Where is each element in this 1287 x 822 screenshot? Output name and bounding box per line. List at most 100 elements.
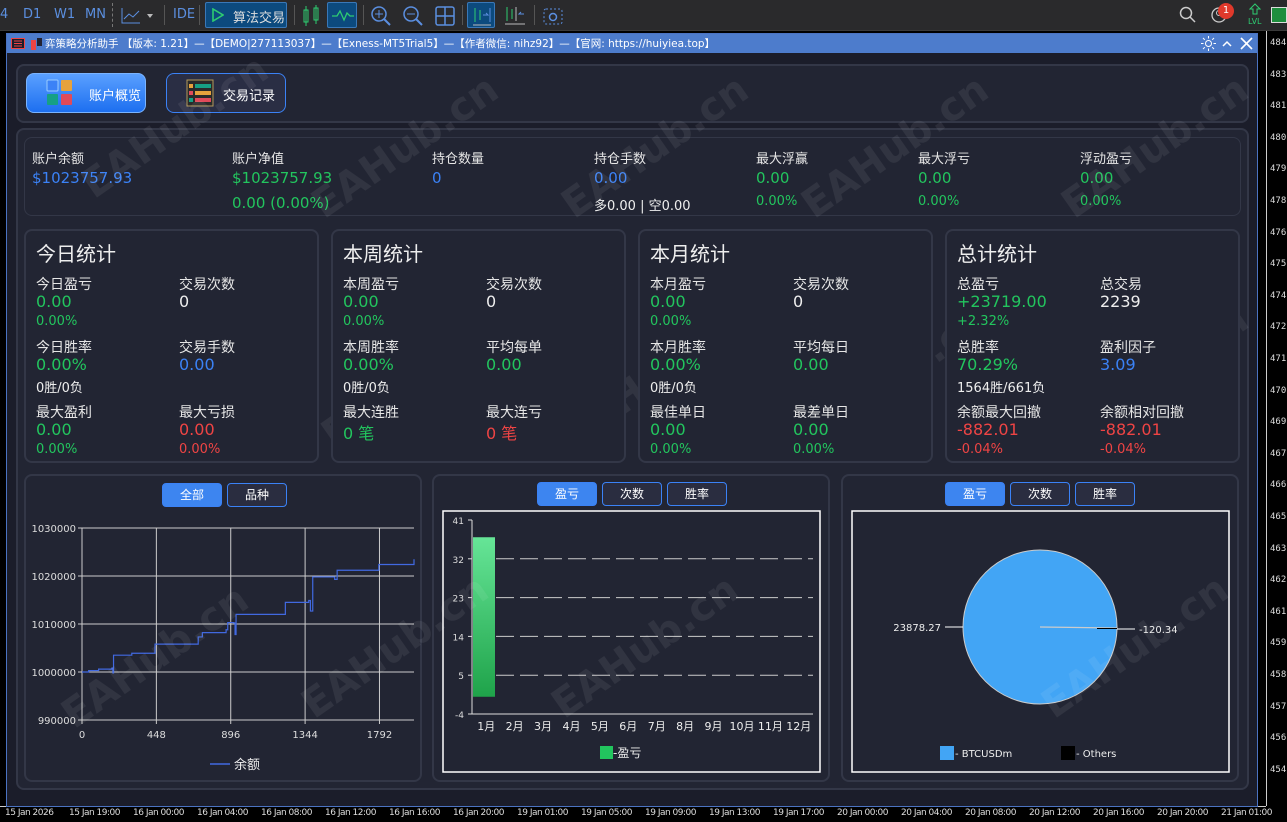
x-tick-label: 12月 bbox=[786, 720, 811, 733]
legend-swatch bbox=[940, 746, 954, 760]
y-tick-label: 32 bbox=[453, 556, 464, 566]
tab-pnl[interactable]: 盈亏 bbox=[537, 482, 597, 506]
timeframe-w1[interactable]: W1 bbox=[54, 7, 76, 22]
legend-swatch bbox=[1061, 746, 1075, 760]
stat-value: -882.01 bbox=[957, 420, 1019, 439]
time-label: 15 Jan 2026 bbox=[5, 808, 54, 818]
price-label: 470 bbox=[1270, 385, 1287, 396]
stat-label: 最佳单日 bbox=[650, 405, 706, 421]
stat-sub: 0.00% bbox=[343, 314, 385, 329]
price-label: 469 bbox=[1270, 417, 1287, 428]
time-label: 20 Jan 20:00 bbox=[1157, 808, 1208, 818]
tab-account-overview[interactable]: 账户概览 bbox=[26, 73, 146, 113]
stat-value: 2239 bbox=[1100, 292, 1141, 311]
window-titlebar[interactable]: 弈策略分析助手 【版本: 1.21】—【DEMO|277113037】—【Exn… bbox=[7, 34, 1257, 53]
stat-sub: 0.00% bbox=[36, 314, 78, 329]
time-label: 19 Jan 17:00 bbox=[773, 808, 824, 818]
price-label: 480 bbox=[1270, 132, 1287, 143]
x-tick-label: 3月 bbox=[534, 720, 552, 733]
summary-label: 账户余额 bbox=[32, 152, 85, 167]
close-icon[interactable] bbox=[1240, 37, 1253, 50]
chart-frame bbox=[442, 510, 821, 773]
bar-1月 bbox=[473, 537, 495, 697]
stat-label: 最大连胜 bbox=[343, 405, 399, 421]
divider bbox=[534, 5, 535, 25]
stat-label: 最大盈利 bbox=[36, 405, 92, 421]
divider bbox=[462, 5, 463, 25]
stat-sub: 0.00% bbox=[650, 442, 692, 457]
stat-card: 总计统计 总盈亏 +23719.00 +2.32% 总交易 2239 总胜率 70.29% 15… bbox=[945, 229, 1240, 463]
card-title: 本周统计 bbox=[343, 242, 423, 266]
theme-icon[interactable] bbox=[1201, 36, 1216, 51]
x-tick-label: 448 bbox=[147, 730, 166, 741]
zoom-in-icon[interactable] bbox=[370, 5, 392, 27]
price-label: 472 bbox=[1270, 322, 1287, 333]
x-tick-label: 4月 bbox=[562, 720, 580, 733]
summary-sub: 多0.00 | 空0.00 bbox=[594, 199, 691, 214]
tab-pnl[interactable]: 盈亏 bbox=[945, 482, 1005, 506]
tab-trade-records[interactable]: 交易记录 bbox=[166, 73, 286, 113]
stat-card: 本月统计 本月盈亏 0.00 0.00% 交易次数 0 本月胜率 0.00% 0胜/0负 平均每日… bbox=[638, 229, 933, 463]
stat-sub: 0.00% bbox=[650, 314, 692, 329]
y-tick-label: 23 bbox=[453, 595, 464, 605]
stat-label: 交易手数 bbox=[179, 340, 235, 356]
legend-swatch bbox=[600, 746, 613, 759]
zoom-out-icon[interactable] bbox=[402, 5, 424, 27]
summary-sub: 0.00 (0.00%) bbox=[232, 194, 330, 212]
candlestick-icon[interactable] bbox=[300, 5, 322, 27]
stat-sub: -0.04% bbox=[957, 442, 1003, 457]
dashboard-icon bbox=[46, 79, 72, 105]
minimize-icon[interactable] bbox=[1221, 38, 1233, 50]
app-menu-icon[interactable] bbox=[11, 38, 25, 49]
grid-icon[interactable] bbox=[434, 5, 456, 27]
time-label: 20 Jan 16:00 bbox=[1093, 808, 1144, 818]
price-label: 459 bbox=[1270, 638, 1287, 649]
price-label: 457 bbox=[1270, 701, 1287, 712]
line-chart-button[interactable] bbox=[327, 2, 357, 28]
x-tick-label: 10月 bbox=[729, 720, 754, 733]
summary-value: 0.00 bbox=[1080, 169, 1114, 187]
summary-label: 账户净值 bbox=[232, 152, 285, 167]
auto-scroll-button[interactable] bbox=[467, 2, 495, 28]
search-icon[interactable] bbox=[1179, 6, 1197, 24]
price-label: 471 bbox=[1270, 354, 1287, 364]
time-label: 16 Jan 16:00 bbox=[389, 808, 440, 818]
stat-sub: 1564胜/661负 bbox=[957, 381, 1046, 396]
tab-winrate[interactable]: 胜率 bbox=[667, 482, 727, 506]
stat-label: 本周胜率 bbox=[343, 340, 399, 356]
summary-sub: 0.00% bbox=[756, 194, 798, 209]
timeframe-d1[interactable]: D1 bbox=[23, 7, 42, 22]
app-logo-icon bbox=[31, 38, 42, 50]
chart-type-dropdown[interactable] bbox=[120, 5, 158, 25]
tab-count[interactable]: 次数 bbox=[602, 482, 662, 506]
x-tick-label: 2月 bbox=[506, 720, 524, 733]
time-label: 19 Jan 09:00 bbox=[645, 808, 696, 818]
tab-count[interactable]: 次数 bbox=[1010, 482, 1070, 506]
summary-label: 持仓手数 bbox=[594, 152, 647, 167]
stat-sub: +2.32% bbox=[957, 314, 1010, 329]
price-label: 478 bbox=[1270, 196, 1287, 206]
nav-panel: 账户概览 交易记录 bbox=[16, 64, 1249, 123]
line-chart-icon bbox=[121, 8, 153, 24]
stat-value: 0 bbox=[793, 292, 804, 311]
divider bbox=[199, 5, 200, 25]
records-list-icon bbox=[186, 79, 214, 107]
tab-winrate[interactable]: 胜率 bbox=[1075, 482, 1135, 506]
screenshot-icon[interactable] bbox=[542, 5, 564, 27]
tab-label: 账户概览 bbox=[89, 89, 142, 104]
tab-all[interactable]: 全部 bbox=[162, 483, 222, 507]
stat-label: 本周盈亏 bbox=[343, 277, 399, 293]
tab-symbol[interactable]: 品种 bbox=[227, 483, 287, 507]
summary-value: 0.00 bbox=[756, 169, 790, 187]
chart-shift-icon[interactable] bbox=[503, 5, 527, 27]
price-label: 454 bbox=[1270, 764, 1287, 775]
timeframe-h4[interactable]: 4 bbox=[0, 7, 9, 22]
y-tick-label: 14 bbox=[453, 633, 465, 643]
stat-sub: 0.00% bbox=[36, 442, 78, 457]
algo-trading-button[interactable]: 算法交易 bbox=[205, 2, 287, 28]
timeframe-mn[interactable]: MN bbox=[85, 7, 106, 22]
price-label: 474 bbox=[1270, 290, 1287, 301]
ide-button[interactable]: IDE bbox=[173, 7, 196, 22]
y-tick-label: 990000 bbox=[38, 716, 76, 727]
stat-label: 交易次数 bbox=[793, 277, 849, 293]
